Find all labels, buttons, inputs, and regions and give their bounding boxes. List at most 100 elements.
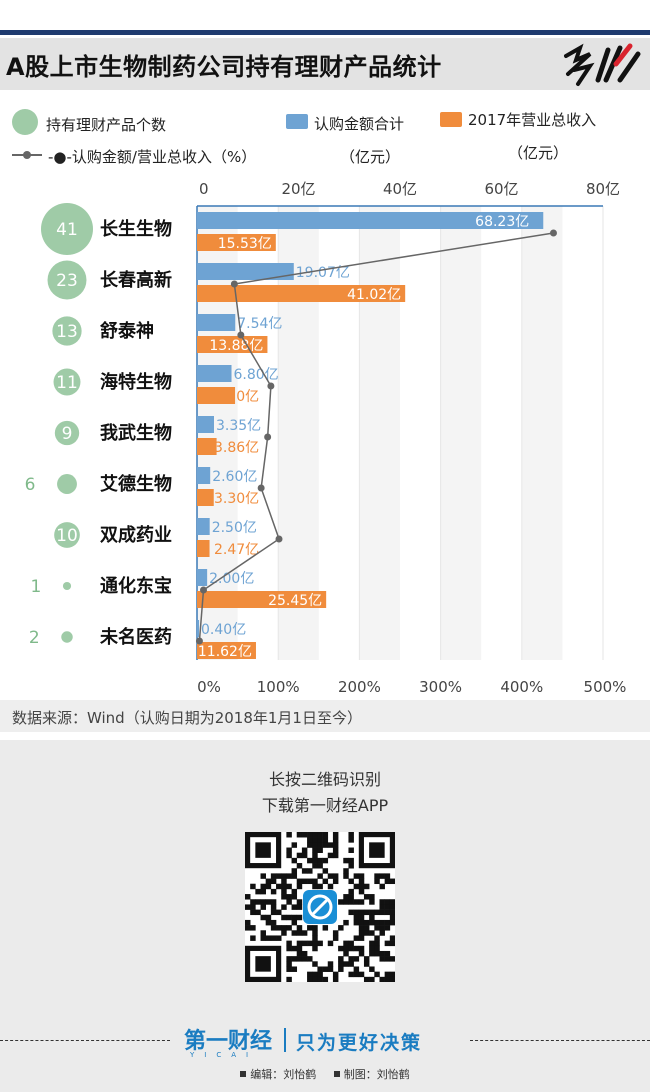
qr-module (312, 847, 318, 853)
data-label-subscription: 0.40亿 (201, 622, 246, 638)
qr-module (270, 925, 277, 931)
qr-module (338, 966, 344, 972)
credits: 编辑：刘怡鹤 制图：刘怡鹤 (0, 1066, 650, 1082)
header-rule (0, 30, 650, 35)
qr-module (369, 966, 375, 972)
qr-module (322, 868, 329, 874)
bullet-icon (240, 1071, 247, 1077)
qr-module (312, 852, 318, 859)
qr-module (384, 950, 391, 957)
qr-module (363, 925, 370, 931)
qr-module (270, 888, 277, 895)
qr-module (312, 883, 318, 890)
qr-module (343, 873, 349, 879)
legend-subscription-label: 认购金额合计 (314, 115, 405, 133)
qr-module (379, 919, 385, 926)
qr-module (265, 899, 272, 905)
qr-module (348, 899, 354, 905)
qr-module (312, 930, 318, 936)
qr-module (348, 956, 354, 962)
qr-module (255, 909, 261, 916)
qr-module (291, 888, 298, 895)
data-label-revenue: 15.53亿 (218, 236, 272, 252)
qr-module (389, 914, 395, 921)
svg-text:第一财经: 第一财经 (184, 1028, 272, 1054)
legend-count-label: 持有理财产品个数 (46, 116, 167, 134)
qr-module (281, 873, 287, 879)
count-bubble (53, 368, 81, 396)
qr-module (307, 868, 313, 874)
qr-module (255, 888, 261, 895)
qr-module (353, 956, 360, 962)
bar-subscription (197, 569, 208, 586)
qr-module (260, 914, 266, 921)
qr-module (348, 971, 354, 978)
qr-module (327, 961, 334, 967)
data-source: 数据来源：Wind（认购日期为2018年1月1日至今） (12, 709, 362, 727)
qr-module (348, 945, 354, 952)
qr-module (270, 919, 277, 926)
qr-module (281, 878, 287, 885)
ratio-point (199, 586, 207, 594)
qr-module (296, 883, 303, 890)
top-tick-label: 20亿 (281, 180, 315, 198)
qr-module (301, 956, 308, 962)
ratio-point (264, 433, 272, 441)
data-label-revenue: 2.47亿 (214, 542, 259, 558)
grid-band (440, 206, 482, 660)
qr-module (296, 956, 303, 962)
legend-ratio-label: -●-认购金额/营业总收入（%） (48, 148, 257, 166)
qr-module (270, 935, 277, 941)
bar-revenue (197, 642, 256, 659)
qr-module (245, 904, 251, 910)
qr-module (384, 976, 391, 982)
data-label-revenue: 3.30亿 (214, 491, 259, 507)
qr-module (281, 894, 287, 900)
qr-module (353, 919, 360, 926)
qr-module (369, 914, 375, 921)
qr-module (291, 930, 298, 936)
qr-module (384, 925, 391, 931)
bar-revenue (197, 489, 214, 506)
qr-module (358, 930, 365, 936)
data-label-subscription: 2.50亿 (212, 520, 257, 536)
qr-module (286, 873, 292, 879)
qr-module (276, 873, 282, 879)
category-label: 我武生物 (100, 422, 172, 444)
qr-module (369, 894, 375, 900)
bar-revenue (197, 438, 217, 455)
qr-module (265, 935, 272, 941)
qr-code[interactable] (245, 832, 395, 982)
qr-module (291, 868, 298, 874)
qr-module (369, 919, 375, 926)
category-label: 未名医药 (100, 626, 172, 648)
qr-module (301, 930, 308, 936)
bar-subscription (197, 365, 232, 382)
count-bubble (57, 474, 77, 494)
qr-module (348, 857, 354, 864)
qr-module (369, 909, 375, 916)
qr-module (291, 873, 298, 879)
data-label-revenue: 11.62亿 (198, 644, 252, 660)
top-tick-label: 0 (199, 180, 209, 198)
qr-module (332, 935, 339, 941)
qr-module (358, 935, 365, 941)
count-label: 9 (62, 424, 73, 444)
qr-module (343, 961, 349, 967)
qr-module (338, 961, 344, 967)
qr-module (322, 878, 329, 885)
qr-module (317, 837, 323, 843)
qr-module (260, 935, 266, 941)
data-label-subscription: 7.54亿 (237, 316, 282, 332)
bar-revenue (197, 234, 276, 251)
qr-module (363, 930, 370, 936)
qr-module (322, 925, 329, 931)
qr-module (260, 904, 266, 910)
qr-module (286, 940, 292, 947)
qr-module (384, 971, 391, 978)
qr-module (379, 950, 385, 957)
source-band (0, 700, 650, 732)
qr-module (353, 966, 360, 972)
qr-module (312, 961, 318, 967)
qr-module (379, 883, 385, 890)
